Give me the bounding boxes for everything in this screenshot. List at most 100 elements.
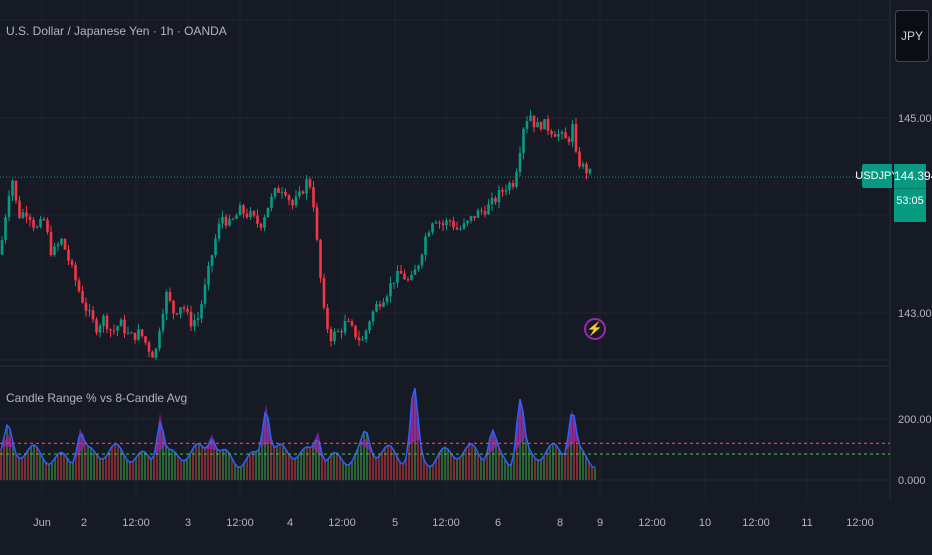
candle-body xyxy=(214,238,217,256)
candle-body xyxy=(413,269,417,275)
range-bar xyxy=(132,461,134,480)
candle-body xyxy=(434,222,438,224)
candle-body xyxy=(578,151,581,167)
candle-body xyxy=(263,217,266,228)
candle-body xyxy=(60,238,63,245)
range-bar xyxy=(258,449,260,480)
candle-body xyxy=(375,304,378,312)
candle-body xyxy=(455,227,459,230)
range-bar xyxy=(150,459,152,480)
candle-body xyxy=(480,210,483,212)
range-bar xyxy=(282,445,284,480)
candle-body xyxy=(368,321,371,331)
candle-body xyxy=(46,219,49,233)
candle-body xyxy=(574,124,578,152)
range-bar xyxy=(93,451,95,480)
range-bar xyxy=(204,448,206,480)
time-tick-label: 12:00 xyxy=(328,517,356,529)
range-bar xyxy=(453,457,455,480)
range-bar xyxy=(81,434,83,480)
candle-body xyxy=(315,207,319,240)
range-bar xyxy=(0,450,2,480)
range-bar xyxy=(45,463,47,480)
candle-body xyxy=(242,205,245,214)
range-bar xyxy=(183,461,185,480)
range-bar xyxy=(501,453,503,480)
candle-body xyxy=(81,291,84,303)
candle-body xyxy=(543,119,546,130)
candle-body xyxy=(501,190,504,192)
range-bar xyxy=(561,454,563,480)
candle-body xyxy=(207,265,210,285)
range-bar xyxy=(387,445,389,480)
range-bar xyxy=(555,445,557,480)
range-bar xyxy=(471,444,473,480)
candle-body xyxy=(70,260,74,265)
range-bar xyxy=(384,447,386,480)
candle-body xyxy=(32,219,35,228)
range-bar xyxy=(105,456,107,480)
candle-body xyxy=(469,216,473,221)
candle-body xyxy=(452,220,455,228)
candle-body xyxy=(249,211,252,218)
range-bar xyxy=(207,445,209,480)
range-bar xyxy=(63,453,65,480)
candle-body xyxy=(361,339,364,341)
candle-body xyxy=(165,291,168,314)
range-bar xyxy=(90,447,92,480)
range-bar xyxy=(153,455,155,480)
range-bar xyxy=(552,443,554,480)
chart-title: U.S. Dollar / Japanese Yen · 1h · OANDA xyxy=(6,24,227,38)
candle-body xyxy=(438,222,441,224)
candle-body xyxy=(245,213,249,218)
symbol-tag: USDJPY xyxy=(855,164,899,188)
last-price-tag: 144.394 53:05 xyxy=(894,164,932,222)
range-bar xyxy=(195,444,197,480)
range-bar xyxy=(498,447,500,480)
candle-body xyxy=(483,210,487,215)
candle-body xyxy=(511,183,515,187)
range-bar xyxy=(126,459,128,480)
currency-button[interactable]: JPY xyxy=(895,10,929,62)
range-bar xyxy=(435,459,437,480)
range-bar xyxy=(249,453,251,480)
candle-body xyxy=(417,265,420,270)
range-bar xyxy=(591,466,593,480)
range-bar xyxy=(123,454,125,480)
candle-body xyxy=(235,215,238,219)
range-bar xyxy=(486,452,488,480)
range-bar xyxy=(210,439,212,480)
candle-body xyxy=(382,302,385,307)
candle-body xyxy=(126,332,130,334)
range-bar xyxy=(375,458,377,480)
lightning-icon[interactable]: ⚡ xyxy=(584,318,606,340)
candle-body xyxy=(445,220,448,226)
candle-body xyxy=(179,307,182,315)
time-tick-label: 4 xyxy=(287,517,293,529)
candle-body xyxy=(200,303,203,319)
candle-body xyxy=(25,212,28,217)
candle-body xyxy=(109,329,112,331)
candle-body xyxy=(305,179,308,194)
range-bar xyxy=(147,455,149,480)
candle-body xyxy=(319,239,322,278)
candle-body xyxy=(203,284,207,304)
range-bar xyxy=(198,443,200,480)
candle-body xyxy=(95,319,98,333)
range-bar xyxy=(102,459,104,480)
range-bar xyxy=(534,458,536,480)
range-bar xyxy=(291,458,293,480)
candle-body xyxy=(329,329,333,342)
range-bar xyxy=(474,447,476,480)
range-bar xyxy=(144,451,146,480)
range-bar xyxy=(462,453,464,480)
candle-body xyxy=(476,210,480,218)
range-bar xyxy=(492,430,494,480)
candle-body xyxy=(294,196,298,206)
time-tick-label: 12:00 xyxy=(742,517,770,529)
candle-body xyxy=(427,232,431,237)
candle-body xyxy=(588,168,592,174)
range-bar xyxy=(120,448,122,480)
